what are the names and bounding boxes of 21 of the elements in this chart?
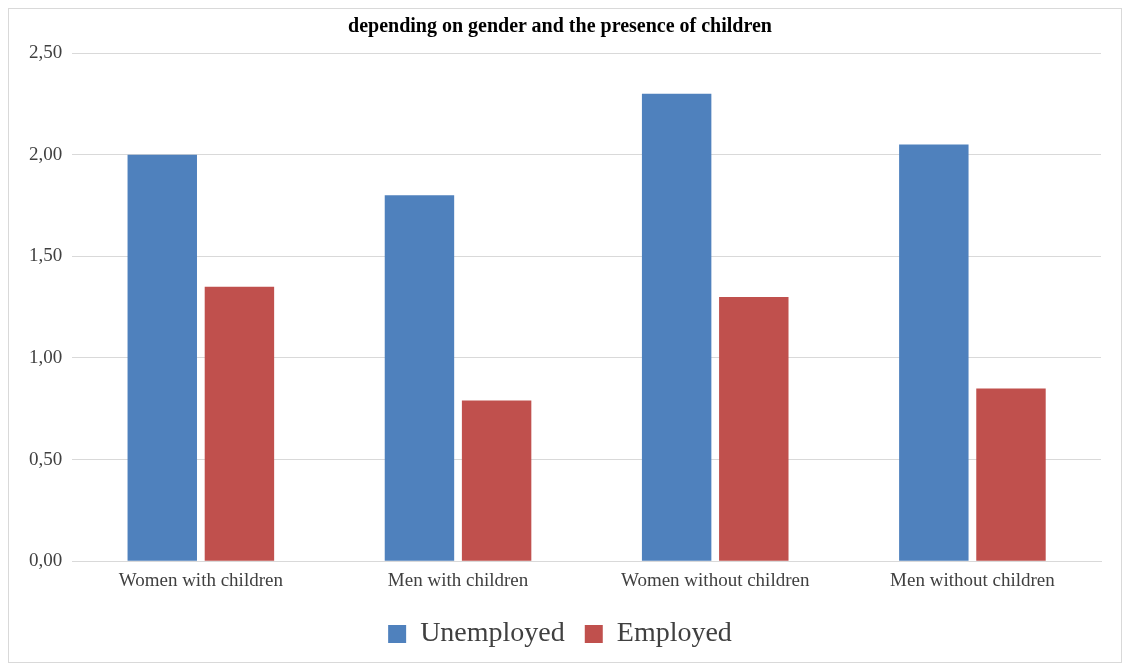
bar [719,296,789,561]
y-tick-label: 0,50 [29,447,63,469]
y-tick-label: 2,00 [29,142,63,164]
bar [127,154,197,561]
bar [384,195,455,561]
legend-label: Unemployed [420,616,565,648]
x-tick-label: Men with children [387,568,529,590]
bar [899,144,969,561]
y-tick-label: 1,00 [29,345,63,367]
bar [641,93,712,561]
bar [976,388,1046,561]
bar [461,400,532,561]
y-tick-label: 2,50 [29,40,63,62]
chart-title: depending on gender and the presence of children [348,14,772,38]
legend-label: Employed [616,616,732,648]
y-tick-label: 0,00 [29,549,63,571]
y-tick-label: 1,50 [29,244,63,266]
x-tick-label: Men without children [890,568,1056,590]
x-tick-label: Women with children [118,568,284,590]
x-tick-label: Women without children [621,568,810,590]
bar [204,286,275,561]
